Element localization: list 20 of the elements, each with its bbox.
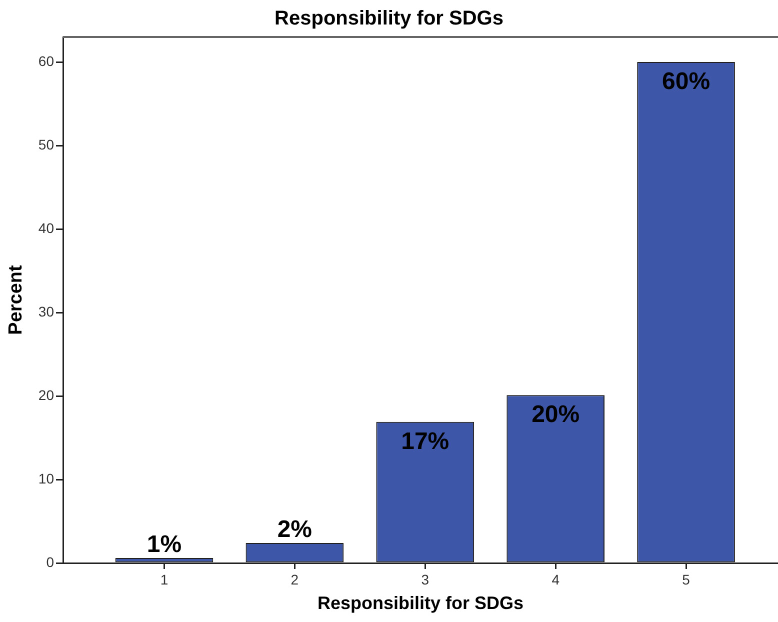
data-label: 60%	[662, 68, 710, 96]
data-label: 2%	[277, 516, 312, 543]
y-axis-title: Percent	[6, 264, 27, 335]
x-tick-label: 1	[160, 571, 168, 588]
chart-title: Responsibility for SDGs	[274, 8, 504, 30]
y-tick-label: 20	[38, 386, 54, 403]
x-axis-title: Responsibility for SDGs	[317, 593, 524, 614]
y-tick-label: 10	[38, 470, 54, 486]
y-tick-label: 0	[46, 554, 54, 570]
data-label: 20%	[532, 401, 580, 428]
y-tick-label: 30	[38, 303, 54, 320]
x-tick-label: 4	[552, 571, 560, 588]
data-label: 1%	[146, 530, 182, 558]
data-label: 17%	[401, 428, 450, 455]
x-tick-label: 3	[421, 571, 430, 588]
y-tick-label: 50	[38, 136, 54, 152]
y-tick-label: 40	[38, 220, 54, 236]
x-tick-label: 5	[682, 571, 690, 588]
y-tick-label: 60	[38, 52, 54, 69]
x-tick-label: 2	[290, 571, 299, 588]
